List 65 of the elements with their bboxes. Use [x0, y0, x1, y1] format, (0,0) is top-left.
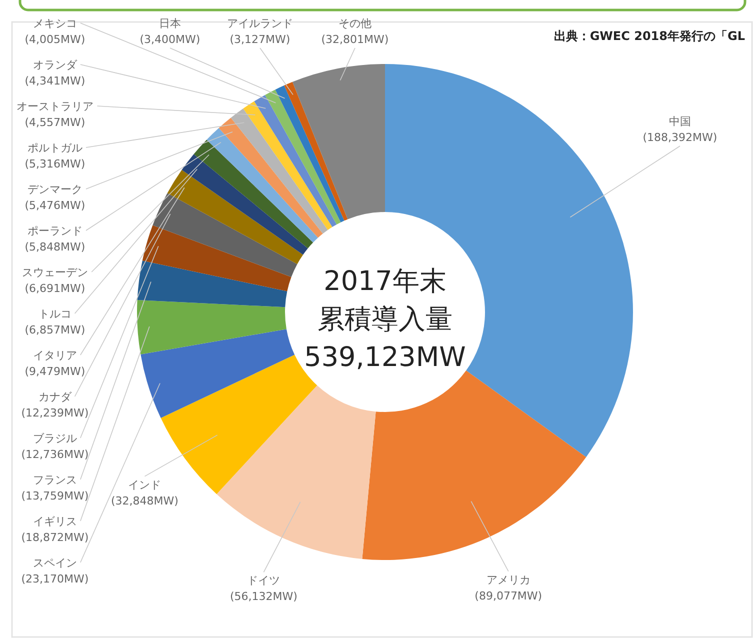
slice-label: アイルランド	[227, 17, 293, 30]
slice-label: ブラジル	[33, 432, 77, 445]
slice-label: ドイツ	[247, 574, 280, 588]
donut-slice	[284, 82, 348, 221]
donut-slice	[142, 225, 292, 292]
data-label: (9,479MW)	[24, 365, 86, 378]
donut-slice	[137, 300, 286, 354]
slice-label: カナダ	[38, 390, 72, 404]
data-label: (6,691MW)	[24, 282, 86, 295]
donut-slice	[206, 128, 318, 243]
slice-label: ポーランド	[28, 224, 82, 238]
slice-label: オランダ	[33, 58, 78, 72]
slice-label: ポルトガル	[28, 142, 82, 154]
slice-label: インド	[128, 478, 162, 492]
data-label: (3,400MW)	[140, 33, 200, 46]
data-label: (6,857MW)	[24, 324, 86, 336]
data-label: (3,127MW)	[230, 33, 290, 46]
source-note: 出典：GWEC 2018年発行の「GL	[554, 29, 746, 43]
data-label: (56,132MW)	[230, 590, 298, 604]
donut-slice	[292, 64, 385, 220]
slice-label: その他	[338, 17, 372, 30]
donut-slice	[216, 385, 376, 559]
text: 539,123MW	[304, 342, 466, 373]
slice-label: イタリア	[33, 349, 77, 362]
donut-slice	[140, 329, 295, 418]
donut-slice	[265, 90, 341, 224]
data-label: (13,759MW)	[21, 490, 89, 502]
data-label: (4,005MW)	[24, 33, 86, 46]
data-label: (32,801MW)	[321, 33, 389, 46]
data-label: (12,239MW)	[21, 406, 89, 420]
slice-label: アメリカ	[486, 573, 530, 586]
donut-slice	[182, 154, 308, 255]
donut-slice	[230, 108, 328, 234]
donut-slice	[243, 101, 332, 230]
data-label: (188,392MW)	[642, 131, 718, 144]
donut-slice	[137, 260, 288, 308]
text: 累積導入量	[318, 304, 452, 335]
data-label: (5,316MW)	[24, 158, 86, 170]
data-label: (4,557MW)	[24, 116, 86, 129]
slice-label: 中国	[669, 115, 691, 128]
slice-label: スウェーデン	[22, 266, 88, 279]
data-label: (12,736MW)	[21, 448, 89, 461]
slice-label: フランス	[33, 474, 77, 486]
donut-slice	[167, 170, 304, 264]
donut-slice	[362, 370, 586, 560]
data-label: (18,872MW)	[21, 531, 89, 544]
slice-label: スペイン	[33, 556, 77, 570]
slice-label: 日本	[159, 17, 181, 30]
donut-slice	[254, 94, 337, 228]
slice-label: デンマーク	[28, 183, 82, 196]
donut-slice	[275, 85, 344, 222]
slice-label: メキシコ	[33, 17, 77, 30]
data-label: (5,476MW)	[24, 199, 86, 212]
donut-slice	[194, 140, 314, 248]
data-label: (4,341MW)	[24, 74, 86, 88]
data-label: (23,170MW)	[21, 572, 89, 586]
slice-label: オーストラリア	[16, 100, 94, 113]
data-label: (5,848MW)	[24, 240, 86, 254]
donut-slice	[218, 118, 323, 238]
data-label: (32,848MW)	[111, 494, 178, 508]
slice-label: イギリス	[33, 515, 77, 528]
data-label: (89,077MW)	[474, 589, 542, 602]
slice-label: トルコ	[38, 308, 72, 320]
donut-slice	[152, 193, 298, 278]
text: 2017年末	[324, 266, 446, 297]
